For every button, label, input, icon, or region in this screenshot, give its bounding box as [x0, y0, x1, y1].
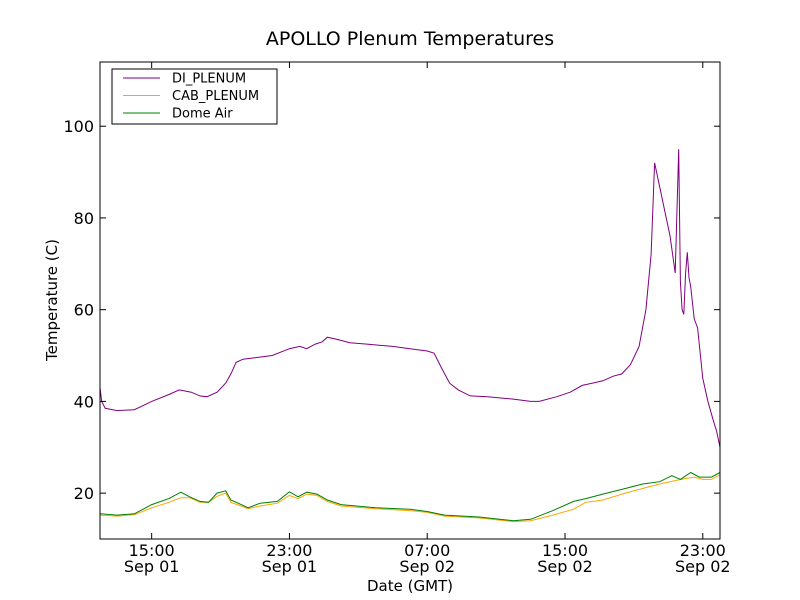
x-tick-label-date: Sep 02 — [537, 557, 593, 576]
x-tick-label-date: Sep 01 — [262, 557, 318, 576]
x-tick-label-date: Sep 02 — [675, 557, 731, 576]
chart-title: APOLLO Plenum Temperatures — [266, 28, 554, 50]
y-tick-label: 40 — [74, 392, 94, 411]
x-axis-label: Date (GMT) — [367, 577, 453, 595]
plot-frame — [99, 61, 721, 540]
x-tick-label-date: Sep 02 — [399, 557, 455, 576]
x-tick-label-time: 23:00 — [680, 541, 726, 560]
plot-background — [100, 62, 720, 539]
x-tick-label-time: 15:00 — [542, 541, 588, 560]
legend: DI_PLENUM CAB_PLENUM Dome Air — [111, 68, 278, 125]
series-line-cab-plenum — [99, 474, 721, 523]
series-line-di-plenum — [99, 149, 721, 448]
legend-label-cab-plenum: CAB_PLENUM — [172, 89, 259, 104]
y-axis-label: Temperature (C) — [43, 239, 61, 362]
x-tick-label-time: 15:00 — [129, 541, 175, 560]
y-tick-label: 80 — [74, 209, 94, 228]
y-tick-label: 20 — [74, 484, 94, 503]
legend-label-di-plenum: DI_PLENUM — [172, 72, 246, 87]
y-tick-label: 100 — [63, 117, 94, 136]
x-tick-label-time: 07:00 — [404, 541, 450, 560]
series-line-dome-air — [99, 471, 721, 522]
x-tick-label-time: 23:00 — [266, 541, 312, 560]
series-layer — [99, 149, 721, 523]
x-tick-label-date: Sep 01 — [124, 557, 180, 576]
legend-label-dome-air: Dome Air — [172, 107, 233, 122]
y-tick-label: 60 — [74, 301, 94, 320]
